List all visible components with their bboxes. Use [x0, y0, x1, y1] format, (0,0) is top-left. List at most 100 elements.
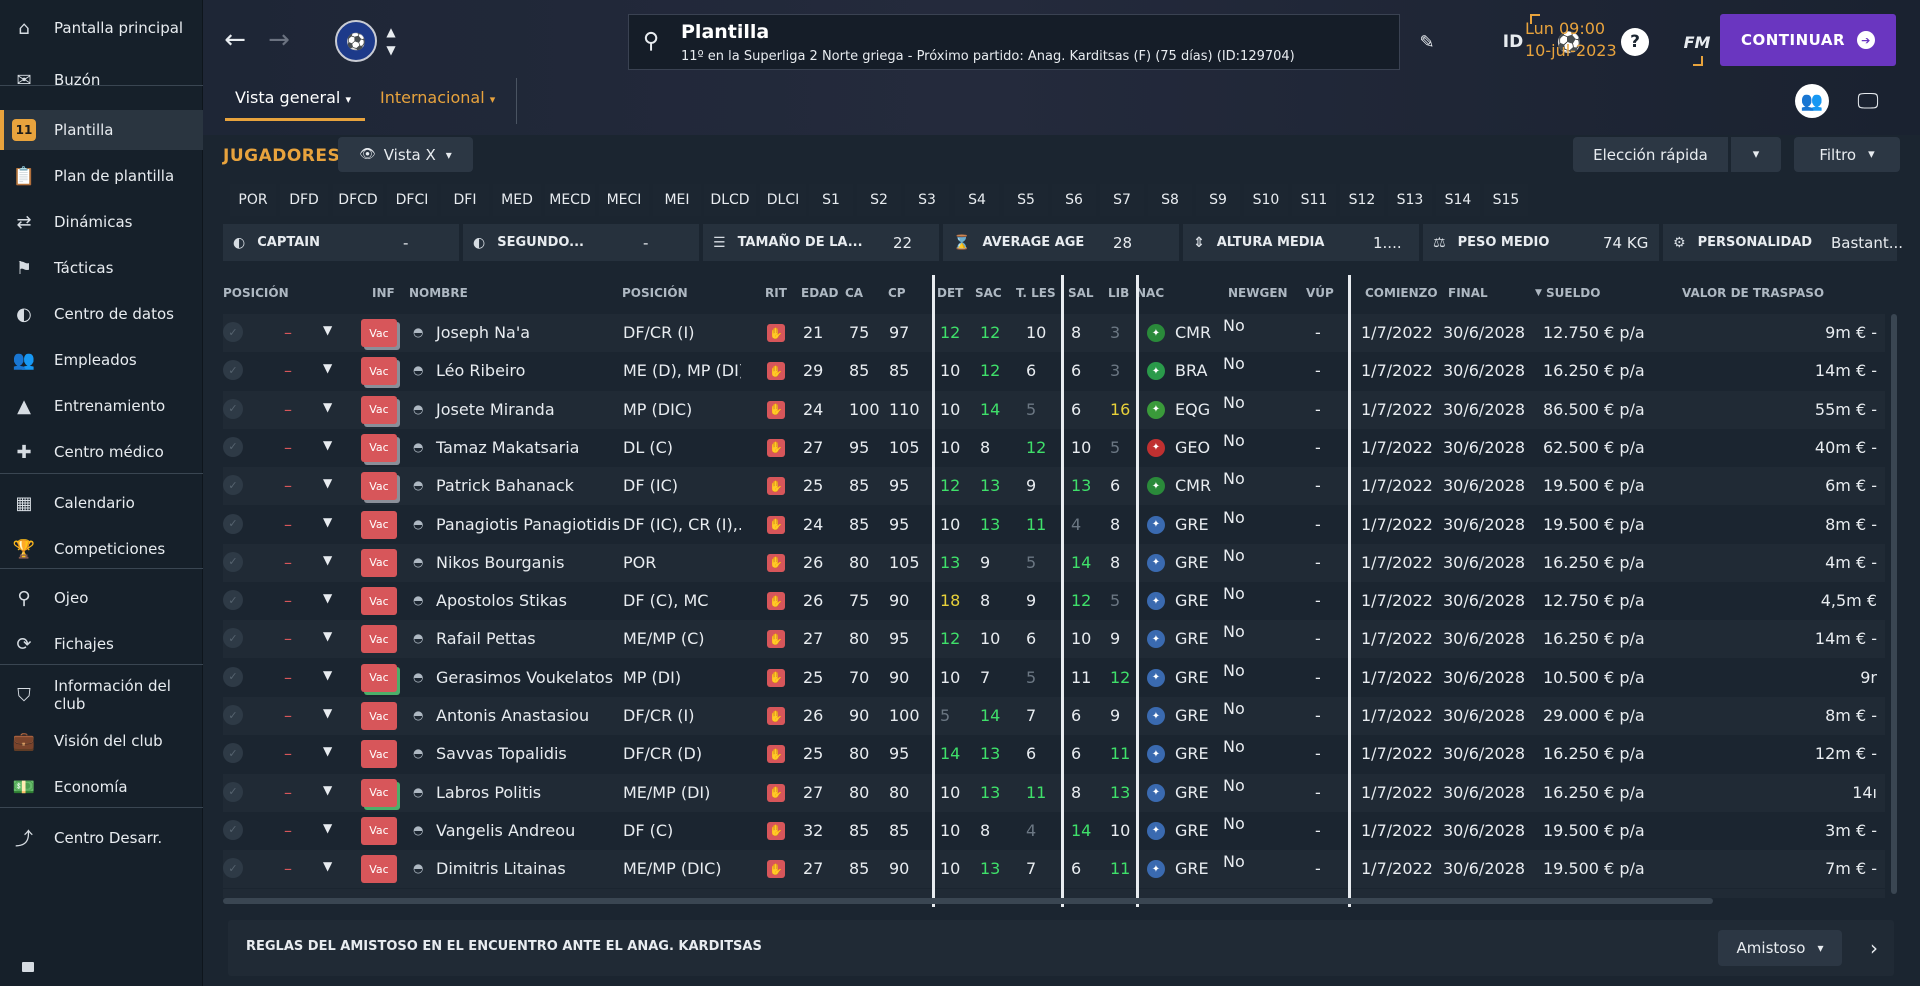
select-checkbox[interactable]: ✓: [223, 513, 243, 534]
position-filter-por[interactable]: POR: [230, 184, 276, 216]
chevron-right-icon[interactable]: ›: [1870, 936, 1878, 960]
player-name[interactable]: Labros Politis: [436, 782, 542, 802]
sidebar-item-clipboard[interactable]: 📋 Plan de plantilla: [0, 156, 203, 196]
position-filter-mecd[interactable]: MECD: [545, 184, 595, 216]
sidebar-item-money[interactable]: 💵 Economía: [0, 767, 203, 807]
sidebar-item-home[interactable]: ⌂ Pantalla principal: [0, 8, 203, 48]
col-header-16[interactable]: VÚP: [1306, 286, 1334, 300]
position-slot[interactable]: –: [284, 476, 292, 496]
col-header-4[interactable]: POSICIÓN: [622, 286, 688, 300]
position-slot[interactable]: –: [284, 859, 292, 879]
player-name[interactable]: Rafail Pettas: [436, 629, 536, 649]
table-row[interactable]: ✓ – ▼ Vac ◓ Joseph Na'a DF/CR (I) ✋ 21 75 97 12 12 10…: [223, 314, 1885, 352]
position-slot[interactable]: –: [284, 820, 292, 840]
expand-chevron-icon[interactable]: ▼: [323, 591, 333, 606]
tab-international[interactable]: Internacional ▾: [380, 88, 495, 107]
edit-pencil-icon[interactable]: ✎: [1419, 31, 1435, 53]
col-header-19[interactable]: SUELDO: [1546, 286, 1601, 300]
sidebar-item-club-shield[interactable]: ⛉ Información del club: [0, 675, 203, 715]
col-header-17[interactable]: COMIENZO: [1365, 286, 1438, 300]
position-slot[interactable]: –: [284, 552, 292, 572]
select-checkbox[interactable]: ✓: [223, 436, 243, 457]
player-name[interactable]: Léo Ribeiro: [436, 361, 526, 381]
position-slot[interactable]: –: [284, 667, 292, 687]
col-header-15[interactable]: NEWGEN: [1228, 286, 1288, 300]
position-filter-s14[interactable]: S14: [1436, 184, 1480, 216]
table-row[interactable]: ✓ – ▼ Vac ◓ Rafail Pettas ME/MP (C) ✋ 27 80 95 12 10…: [223, 620, 1885, 659]
col-header-11[interactable]: T. LES: [1016, 286, 1056, 300]
position-filter-dfci[interactable]: DFCI: [387, 184, 437, 216]
chevron-down-icon[interactable]: ▼: [386, 43, 396, 57]
sidebar-item-training-cone[interactable]: ▲ Entrenamiento: [0, 386, 203, 426]
col-header-18[interactable]: FINAL: [1448, 286, 1488, 300]
sidebar-item-trophy[interactable]: 🏆 Competiciones: [0, 529, 203, 569]
table-row[interactable]: ✓ – ▼ Vac ◓ Apostolos Stikas DF (C), MC ✋ 26 75 90…: [223, 582, 1885, 621]
football-icon[interactable]: ⚽: [1556, 30, 1582, 54]
search-bar[interactable]: ⚲ Plantilla 11º en la Superliga 2 Norte …: [628, 14, 1400, 70]
user-avatar-icon[interactable]: 👥: [1795, 84, 1829, 118]
position-slot[interactable]: –: [284, 591, 292, 611]
table-row[interactable]: ✓ – ▼ Vac ◓ Savvas Topalidis DF/CR (D) ✋ 25 80 95 1…: [223, 735, 1885, 774]
position-filter-dfd[interactable]: DFD: [280, 184, 328, 216]
select-checkbox[interactable]: ✓: [223, 322, 243, 342]
position-filter-dfi[interactable]: DFI: [441, 184, 489, 216]
table-row[interactable]: ✓ – ▼ Vac ◓ Léo Ribeiro ME (D), MP (DI) ✋ 29 85 85…: [223, 352, 1885, 391]
sidebar-item-staff[interactable]: 👥 Empleados: [0, 340, 203, 380]
player-name[interactable]: Nikos Bourganis: [436, 552, 565, 572]
sidebar-item-data-hub[interactable]: ◐ Centro de datos: [0, 294, 203, 334]
position-filter-s4[interactable]: S4: [955, 184, 999, 216]
id-button[interactable]: ID: [1502, 32, 1524, 52]
fm-button[interactable]: FM: [1683, 32, 1711, 52]
col-header-10[interactable]: SAC: [975, 286, 1002, 300]
col-header-3[interactable]: NOMBRE: [409, 286, 468, 300]
position-filter-s9[interactable]: S9: [1196, 184, 1240, 216]
position-slot[interactable]: –: [284, 437, 292, 457]
select-checkbox[interactable]: ✓: [223, 590, 243, 611]
col-header-14[interactable]: NAC: [1136, 286, 1165, 300]
table-row-partial[interactable]: [223, 888, 1885, 898]
sidebar-item-dynamics[interactable]: ⇄ Dinámicas: [0, 202, 203, 242]
quick-pick-dropdown[interactable]: ▾: [1731, 137, 1781, 172]
table-row[interactable]: ✓ – ▼ Vac ◓ Gerasimos Voukelatos MP (DI) ✋ 25 70 9…: [223, 658, 1885, 697]
table-row[interactable]: ✓ – ▼ Vac ◓ Patrick Bahanack DF (IC) ✋ 25 85 95 12 1…: [223, 467, 1885, 506]
sidebar-item-scouting-magnifier[interactable]: ⚲ Ojeo: [0, 578, 203, 618]
table-row[interactable]: ✓ – ▼ Vac ◓ Josete Miranda MP (DIC) ✋ 24 100 110 10…: [223, 390, 1885, 429]
select-checkbox[interactable]: ✓: [223, 819, 243, 840]
position-filter-mei[interactable]: MEI: [653, 184, 701, 216]
vertical-scrollbar[interactable]: [1891, 314, 1897, 894]
expand-chevron-icon[interactable]: ▼: [323, 859, 333, 874]
sidebar-item-development-chart[interactable]: ⤴ Centro Desarr.: [0, 818, 203, 858]
col-header-8[interactable]: CP: [888, 286, 906, 300]
horizontal-scrollbar[interactable]: [223, 898, 1713, 904]
table-row[interactable]: ✓ – ▼ Vac ◓ Antonis Anastasiou DF/CR (I) ✋ 26 90 1…: [223, 697, 1885, 735]
sidebar-item-medical-kit[interactable]: ✚ Centro médico: [0, 432, 203, 472]
position-filter-dfcd[interactable]: DFCD: [333, 184, 383, 216]
player-name[interactable]: Josete Miranda: [436, 399, 555, 419]
col-header-9[interactable]: DET: [937, 286, 964, 300]
match-type-dropdown[interactable]: Amistoso ▾: [1718, 930, 1842, 966]
select-checkbox[interactable]: ✓: [223, 666, 243, 687]
expand-chevron-icon[interactable]: ▼: [323, 629, 333, 644]
col-header-12[interactable]: SAL: [1068, 286, 1094, 300]
quick-pick-button[interactable]: Elección rápida: [1573, 137, 1728, 172]
expand-chevron-icon[interactable]: ▼: [323, 782, 333, 797]
position-filter-s2[interactable]: S2: [857, 184, 901, 216]
col-header-6[interactable]: EDAD: [801, 286, 839, 300]
monitor-icon[interactable]: 🖵: [1857, 88, 1879, 114]
position-slot[interactable]: –: [284, 514, 292, 534]
expand-chevron-icon[interactable]: ▼: [323, 476, 333, 491]
position-filter-med[interactable]: MED: [493, 184, 541, 216]
table-row[interactable]: ✓ – ▼ Vac ◓ Panagiotis Panagiotidis DF (IC), C…: [223, 505, 1885, 544]
expand-chevron-icon[interactable]: ▼: [323, 399, 333, 414]
position-slot[interactable]: –: [284, 629, 292, 649]
view-selector[interactable]: 👁 Vista X ▾: [338, 137, 473, 172]
filter-button[interactable]: Filtro ▾: [1794, 137, 1900, 172]
table-row[interactable]: ✓ – ▼ Vac ◓ Tamaz Makatsaria DL (C) ✋ 27 95 105 10 8…: [223, 428, 1885, 467]
select-checkbox[interactable]: ✓: [223, 858, 243, 879]
select-checkbox[interactable]: ✓: [223, 551, 243, 572]
sidebar-item-squad-shirt[interactable]: 11 Plantilla: [0, 110, 203, 150]
expand-chevron-icon[interactable]: ▼: [323, 744, 333, 759]
position-slot[interactable]: –: [284, 361, 292, 381]
col-header-5[interactable]: RIT: [765, 286, 787, 300]
position-filter-meci[interactable]: MECI: [599, 184, 649, 216]
